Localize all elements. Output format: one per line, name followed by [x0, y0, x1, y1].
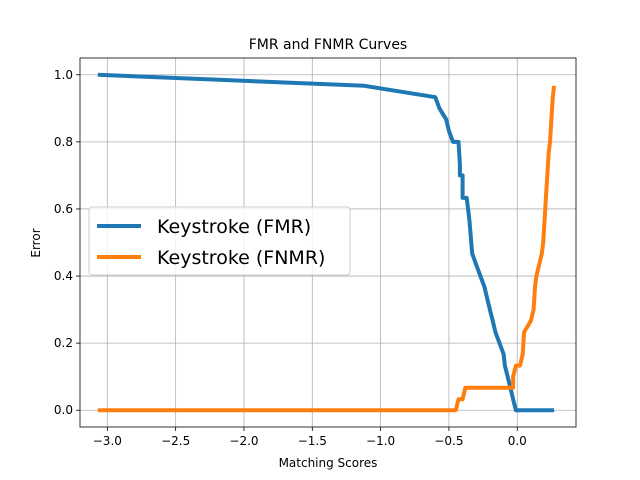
plot-frame — [79, 57, 577, 428]
x-tick-label: −1.5 — [298, 434, 327, 448]
x-tick-label: −2.0 — [229, 434, 258, 448]
x-axis: −3.0 −2.5 −2.0 −1.5 −1.0 −0.5 0.0 — [93, 427, 527, 448]
y-tick-label: 1.0 — [54, 68, 73, 82]
x-tick-label: −0.5 — [434, 434, 463, 448]
series-line-fmr — [97, 72, 555, 413]
legend: Keystroke (FMR) Keystroke (FNMR) — [88, 206, 351, 276]
y-tick-label: 0.8 — [54, 135, 73, 149]
legend-label-fmr: Keystroke (FMR) — [157, 216, 311, 238]
y-tick-label: 0.4 — [54, 269, 73, 283]
series-layer — [97, 72, 557, 413]
x-tick-label: 0.0 — [508, 434, 527, 448]
x-tick-label: −3.0 — [93, 434, 122, 448]
x-tick-label: −2.5 — [161, 434, 190, 448]
chart-title: FMR and FNMR Curves — [249, 37, 407, 53]
y-tick-label: 0.0 — [54, 403, 73, 417]
y-axis-label: Error — [29, 228, 43, 257]
x-axis-label: Matching Scores — [279, 456, 378, 470]
x-tick-label: −1.0 — [366, 434, 395, 448]
legend-frame — [88, 206, 351, 276]
legend-label-fnmr: Keystroke (FNMR) — [157, 247, 325, 269]
y-tick-label: 0.6 — [54, 202, 73, 216]
y-axis: 0.0 0.2 0.4 0.6 0.8 1.0 — [54, 68, 80, 417]
y-tick-label: 0.2 — [54, 336, 73, 350]
series-line-fnmr — [97, 85, 557, 413]
